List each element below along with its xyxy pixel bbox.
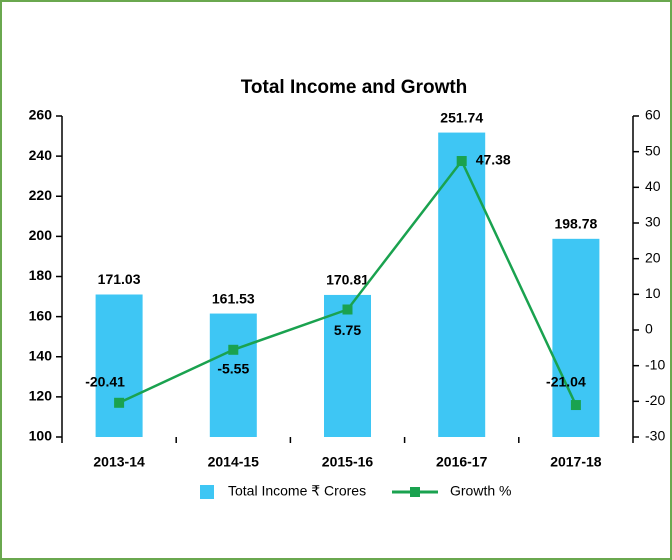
- line-value-label: -5.55: [217, 360, 249, 376]
- line-marker: [228, 344, 239, 355]
- bar: [95, 294, 143, 437]
- bar: [438, 132, 486, 437]
- line-marker: [456, 156, 467, 167]
- y2-tick-label: 10: [645, 285, 661, 301]
- bar: [324, 294, 371, 437]
- y2-tick-label: -20: [645, 392, 665, 408]
- chart-title: Total Income and Growth: [241, 77, 468, 98]
- y-tick-label: 220: [29, 187, 53, 203]
- x-tick-label: 2014-15: [208, 454, 260, 470]
- y2-tick-label: 0: [645, 321, 653, 337]
- line-value-label: -21.04: [546, 374, 586, 390]
- y-tick-label: 240: [29, 147, 53, 163]
- y2-tick-label: 20: [645, 249, 661, 265]
- y2-tick-label: 40: [645, 178, 661, 194]
- x-tick-label: 2015-16: [322, 454, 374, 470]
- x-tick-label: 2017-18: [550, 454, 602, 470]
- y2-tick-label: -30: [645, 428, 665, 444]
- bar-value-label: 171.03: [98, 271, 141, 287]
- legend-label: Growth %: [450, 483, 511, 499]
- line-value-label: 5.75: [334, 322, 361, 338]
- y-tick-label: 140: [29, 347, 53, 363]
- bar: [209, 313, 257, 437]
- legend-label: Total Income ₹ Crores: [228, 483, 366, 499]
- y-tick-label: 120: [29, 388, 53, 404]
- y-tick-label: 180: [29, 267, 53, 283]
- y2-tick-label: -10: [645, 356, 665, 372]
- y2-tick-label: 60: [645, 107, 661, 123]
- y-tick-label: 160: [29, 307, 53, 323]
- y2-tick-label: 30: [645, 214, 661, 230]
- line-marker: [342, 304, 353, 315]
- line-marker: [570, 400, 581, 411]
- x-tick-label: 2016-17: [436, 454, 488, 470]
- line-value-label: 47.38: [476, 152, 511, 168]
- line-value-label: -20.41: [85, 373, 125, 389]
- bar-value-label: 251.74: [440, 109, 483, 125]
- bar-value-label: 170.81: [326, 272, 369, 288]
- x-tick-label: 2013-14: [93, 454, 145, 470]
- y-tick-label: 100: [29, 428, 53, 444]
- y2-tick-label: 50: [645, 142, 661, 158]
- bar-value-label: 198.78: [554, 216, 597, 232]
- line-marker: [114, 397, 125, 408]
- y-tick-label: 200: [29, 227, 53, 243]
- legend-swatch: [200, 485, 214, 499]
- legend-swatch-marker: [410, 487, 420, 497]
- bar-value-label: 161.53: [212, 290, 255, 306]
- y-tick-label: 260: [29, 107, 53, 123]
